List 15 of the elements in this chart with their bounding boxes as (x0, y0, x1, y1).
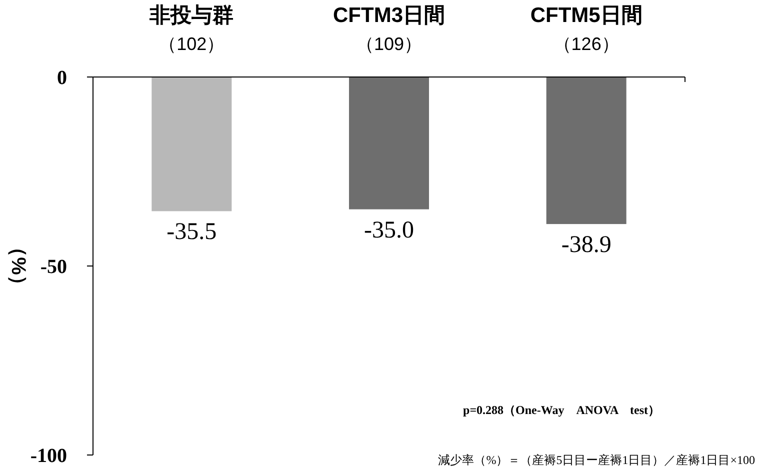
y-tick-label: 0 (57, 67, 67, 89)
annotation: 減少率（%）＝（産褥5日目ー産褥1日目）／産褥1日目×100 (438, 453, 755, 467)
x-tick-label: CFTM3日間 (333, 4, 445, 27)
text: （102） (158, 34, 225, 54)
x-tick-label: CFTM5日間 (530, 4, 642, 27)
data-label: -35.5 (166, 219, 217, 246)
y-tick-label: -50 (40, 256, 67, 278)
text: （126） (553, 34, 620, 54)
y-tick-label: -100 (30, 445, 67, 467)
data-label: -35.0 (364, 217, 414, 244)
y-axis-title: （%） (7, 237, 29, 295)
annotation: p=0.288（One-Way ANOVA test） (463, 403, 660, 417)
x-tick-label: 非投与群 (148, 4, 234, 27)
data-label: -38.9 (561, 232, 612, 258)
text: （109） (356, 34, 422, 54)
